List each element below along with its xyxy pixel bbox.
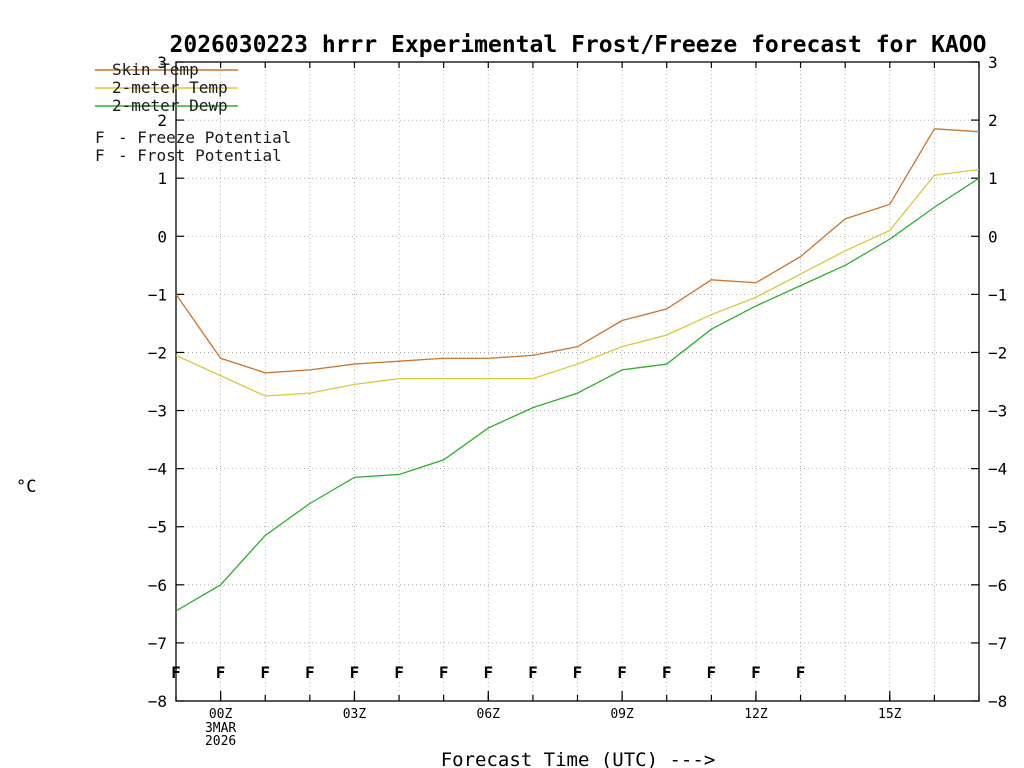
- y-tick-label-right: −6: [988, 576, 1007, 595]
- plot-area: 3 3 2 2 1 1 0 0 −1 −1 −2 −2 −3 −3 −4 −4 −5 −5 −6 −6 −7 −7 −8 −8…: [148, 53, 1008, 749]
- x-tick-label: 15Z: [878, 707, 902, 722]
- y-tick-label-right: 3: [988, 53, 998, 72]
- y-tick-label-right: −1: [988, 285, 1007, 304]
- y-tick-label-left: −5: [148, 518, 167, 537]
- x-tick-sublabel: 2026: [205, 734, 236, 749]
- freeze-potential-marker: F: [617, 663, 627, 682]
- legend-marker-frost-potential: F: [95, 146, 105, 165]
- y-tick-label-right: 2: [988, 111, 998, 130]
- freeze-potential-marker: F: [171, 663, 181, 682]
- freeze-potential-marker: F: [439, 663, 449, 682]
- freeze-potential-marker: F: [707, 663, 717, 682]
- y-tick-label-left: 2: [157, 111, 167, 130]
- y-tick-label-left: −2: [148, 343, 167, 362]
- y-tick-label-right: −4: [988, 460, 1007, 479]
- freeze-potential-marker: F: [796, 663, 806, 682]
- legend-label-freeze-potential: - Freeze Potential: [118, 128, 291, 147]
- series-2m-dewp: [175, 177, 980, 612]
- y-tick-label-right: −7: [988, 634, 1007, 653]
- legend-label-frost-potential: - Frost Potential: [118, 146, 282, 165]
- y-tick-label-left: 3: [157, 53, 167, 72]
- y-tick-label-left: −6: [148, 576, 167, 595]
- x-tick-label: 00Z: [209, 707, 233, 722]
- y-tick-label-left: −4: [148, 460, 167, 479]
- x-tick-label: 09Z: [610, 707, 634, 722]
- freeze-potential-marker: F: [216, 663, 226, 682]
- legend-label-skin-temp: Skin Temp: [112, 60, 199, 79]
- series-skin-temp: [175, 128, 980, 374]
- y-tick-label-left: −7: [148, 634, 167, 653]
- legend-marker-freeze-potential: F: [95, 128, 105, 147]
- freeze-potential-marker: F: [350, 663, 360, 682]
- x-tick-sublabel: 3MAR: [205, 721, 236, 736]
- freeze-potential-marker: F: [662, 663, 672, 682]
- y-tick-label-left: −1: [148, 285, 167, 304]
- page-title: 2026030223 hrrr Experimental Frost/Freez…: [170, 32, 987, 58]
- y-tick-label-left: −8: [148, 692, 167, 711]
- x-axis-label: Forecast Time (UTC) --->: [441, 749, 716, 768]
- x-tick-label: 06Z: [477, 707, 501, 722]
- y-tick-label-left: 0: [157, 227, 167, 246]
- legend-label-2m-dewp: 2-meter Dewp: [112, 96, 228, 115]
- freeze-potential-marker: F: [305, 663, 315, 682]
- y-tick-label-left: 1: [157, 169, 167, 188]
- y-tick-label-right: 1: [988, 169, 998, 188]
- freeze-potential-marker: F: [573, 663, 583, 682]
- y-tick-label-right: −2: [988, 343, 1007, 362]
- freeze-potential-marker: F: [751, 663, 761, 682]
- y-tick-label-right: −5: [988, 518, 1007, 537]
- legend-label-2m-temp: 2-meter Temp: [112, 78, 228, 97]
- freeze-potential-marker: F: [394, 663, 404, 682]
- y-tick-label-left: −3: [148, 402, 167, 421]
- y-axis-label: °C: [16, 477, 36, 497]
- x-tick-label: 12Z: [744, 707, 768, 722]
- y-tick-label-right: 0: [988, 227, 998, 246]
- y-tick-label-right: −8: [988, 692, 1007, 711]
- freeze-potential-marker: F: [528, 663, 538, 682]
- freeze-potential-marker: F: [260, 663, 270, 682]
- freeze-potential-marker: F: [483, 663, 493, 682]
- x-tick-label: 03Z: [343, 707, 367, 722]
- plot-border: [175, 61, 980, 702]
- series-2m-temp: [175, 168, 980, 397]
- y-tick-label-right: −3: [988, 402, 1007, 421]
